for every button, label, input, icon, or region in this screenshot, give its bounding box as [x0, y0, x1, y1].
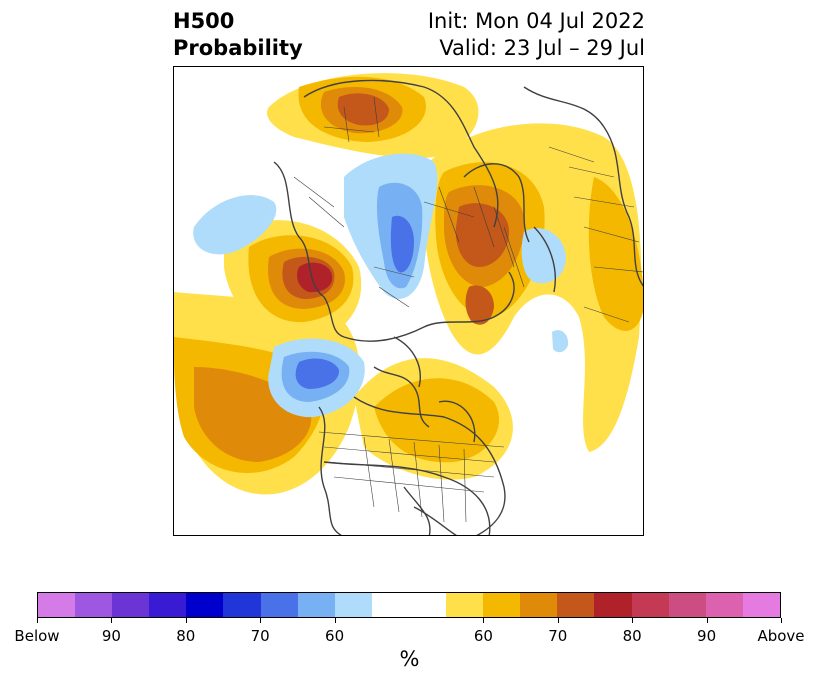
colorbar-cell: [668, 593, 706, 617]
valid-period: Valid: 23 Jul – 29 Jul: [439, 36, 645, 60]
colorbar-tick-mark: [706, 618, 708, 623]
colorbar-cell: [446, 593, 484, 617]
colorbar-cell: [557, 593, 595, 617]
below-70-regions: [295, 215, 414, 389]
coastlines: [273, 79, 643, 535]
init-date: Init: Mon 04 Jul 2022: [427, 9, 645, 33]
colorbar-tick-label: 80: [176, 627, 196, 645]
colorbar-tick-label: 70: [548, 627, 568, 645]
colorbar-tick-label: 90: [101, 627, 121, 645]
colorbar-tick-mark: [37, 618, 38, 623]
map-svg: [174, 73, 643, 535]
colorbar-cell: [75, 593, 113, 617]
colorbar-cell: [334, 593, 372, 617]
title-variable: H500: [173, 9, 235, 33]
colorbar-tick-label: 80: [622, 627, 642, 645]
colorbar-tick-label: 90: [697, 627, 717, 645]
colorbar-cell: [742, 593, 780, 617]
chart-dates: Init: Mon 04 Jul 2022 Valid: 23 Jul – 29…: [428, 8, 645, 62]
colorbar-unit-label: %: [399, 647, 420, 671]
colorbar-cell: [705, 593, 743, 617]
colorbar-tick-mark: [483, 618, 485, 623]
colorbar-cell: [631, 593, 669, 617]
colorbar-tick-mark: [334, 618, 336, 623]
country-borders: [293, 96, 643, 523]
colorbar-tick-label: Above: [757, 627, 805, 645]
colorbar-tick-label: 60: [325, 627, 345, 645]
colorbar-tick-mark: [557, 618, 559, 623]
colorbar-tick-mark: [260, 618, 262, 623]
colorbar: [37, 592, 781, 618]
colorbar-cell: [520, 593, 558, 617]
colorbar-cell: [483, 593, 521, 617]
colorbar-cell: [149, 593, 187, 617]
chart-title: H500 Probability: [173, 8, 303, 62]
colorbar-cell: [594, 593, 632, 617]
title-metric: Probability: [173, 36, 303, 60]
colorbar-cell: [186, 593, 224, 617]
colorbar-tick-mark: [781, 618, 782, 623]
colorbar-tick-mark: [111, 618, 113, 623]
colorbar-cell: [297, 593, 335, 617]
probability-map: [173, 66, 644, 536]
colorbar-cell: [408, 593, 447, 617]
colorbar-tick-label: 60: [473, 627, 493, 645]
colorbar-cell: [260, 593, 298, 617]
above-80-regions: [297, 262, 333, 293]
colorbar-cell: [223, 593, 261, 617]
colorbar-cell: [371, 593, 409, 617]
colorbar-tick-mark: [632, 618, 634, 623]
colorbar-cell: [38, 593, 76, 617]
colorbar-tick-label: Below: [14, 627, 60, 645]
colorbar-tick-label: 70: [250, 627, 270, 645]
colorbar-cell: [112, 593, 150, 617]
colorbar-tick-mark: [185, 618, 187, 623]
colorbar-ticks: Below 90 80 70 60 60 70 80 90 Above: [0, 618, 819, 648]
